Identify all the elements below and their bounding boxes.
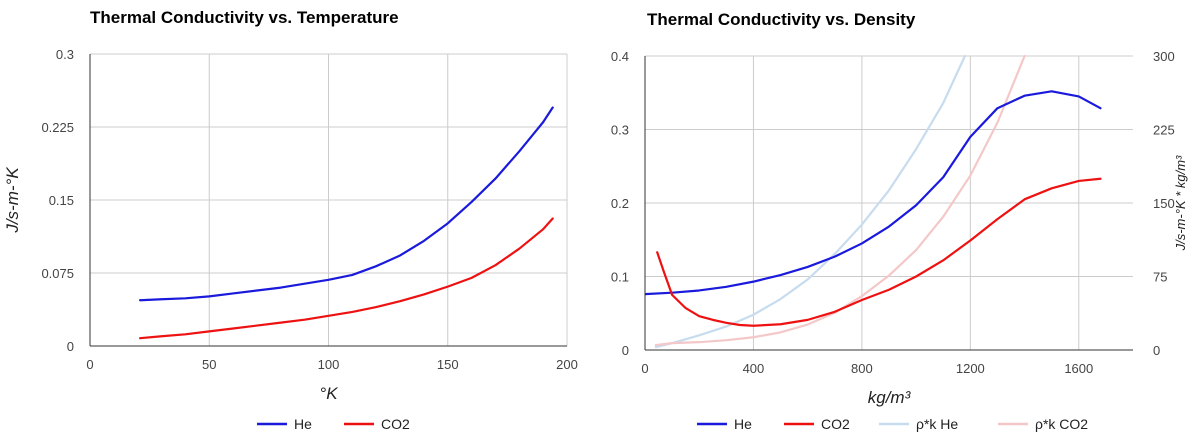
series-line-he <box>645 90 1102 296</box>
x-axis-label: kg/m³ <box>868 388 912 407</box>
y-axis-label: J/s-m-°K <box>595 170 598 237</box>
x-tick-label: 800 <box>851 361 873 376</box>
x-tick-label: 1600 <box>1064 361 1093 376</box>
legend-label--k-he: ρ*k He <box>916 416 958 432</box>
y-tick-label: 0 <box>622 343 629 358</box>
y2-tick-label: 0 <box>1153 343 1160 358</box>
y-tick-label: 0.15 <box>49 193 74 208</box>
series-line-he <box>138 106 554 302</box>
y2-axis-label: J/s-m-°K * kg/m³ <box>1173 155 1188 251</box>
legend-label-co2: CO2 <box>381 416 410 432</box>
legend-label-co2: CO2 <box>821 416 850 432</box>
y2-tick-label: 225 <box>1153 123 1175 138</box>
y-tick-label: 0.075 <box>41 266 74 281</box>
chart-density-svg: 0 400 800 1200 1600 0 0.1 0.2 0.3 0.4 0 75 150 225 300… <box>595 49 1188 432</box>
x-tick-label: 50 <box>202 357 216 372</box>
chart-temperature: Thermal Conductivity vs. Temperature 0 50… <box>0 0 595 435</box>
y2-tick-label: 75 <box>1153 270 1167 285</box>
y-tick-label: 0.2 <box>611 196 629 211</box>
chart-title: Thermal Conductivity vs. Density <box>647 10 916 29</box>
chart-density: Thermal Conductivity vs. Density 0 400 800… <box>595 0 1193 435</box>
y-tick-label: 0.4 <box>611 49 629 64</box>
chart-temperature-svg: 0 50 100 150 200 0 0.075 0.15 0.225 0.3 °K J/s-m-°K… <box>3 47 578 432</box>
x-tick-label: 0 <box>641 361 648 376</box>
x-tick-label: 400 <box>743 361 765 376</box>
legend-label--k-co2: ρ*k CO2 <box>1035 416 1088 432</box>
y-axis-label: J/s-m-°K <box>3 167 22 234</box>
y-tick-label: 0.1 <box>611 270 629 285</box>
series-group <box>645 55 1102 349</box>
y2-tick-label: 300 <box>1153 49 1175 64</box>
y-tick-label: 0.3 <box>611 123 629 138</box>
legend-label-he: He <box>294 416 312 432</box>
x-tick-label: 150 <box>437 357 459 372</box>
x-tick-label: 1200 <box>956 361 985 376</box>
y-tick-label: 0.3 <box>56 47 74 62</box>
x-tick-label: 0 <box>86 357 93 372</box>
x-axis-label: °K <box>319 384 338 403</box>
y-tick-label: 0 <box>67 339 74 354</box>
series-line--k-he <box>654 55 967 349</box>
x-tick-label: 100 <box>318 357 340 372</box>
series-line-co2 <box>656 177 1102 327</box>
series-line--k-co2 <box>654 55 1026 347</box>
legend-label-he: He <box>734 416 752 432</box>
y-tick-label: 0.225 <box>41 120 74 135</box>
x-tick-label: 200 <box>556 357 578 372</box>
series-line-co2 <box>138 217 554 340</box>
y2-tick-label: 150 <box>1153 196 1175 211</box>
series-group <box>138 106 554 340</box>
chart-title: Thermal Conductivity vs. Temperature <box>90 8 399 27</box>
